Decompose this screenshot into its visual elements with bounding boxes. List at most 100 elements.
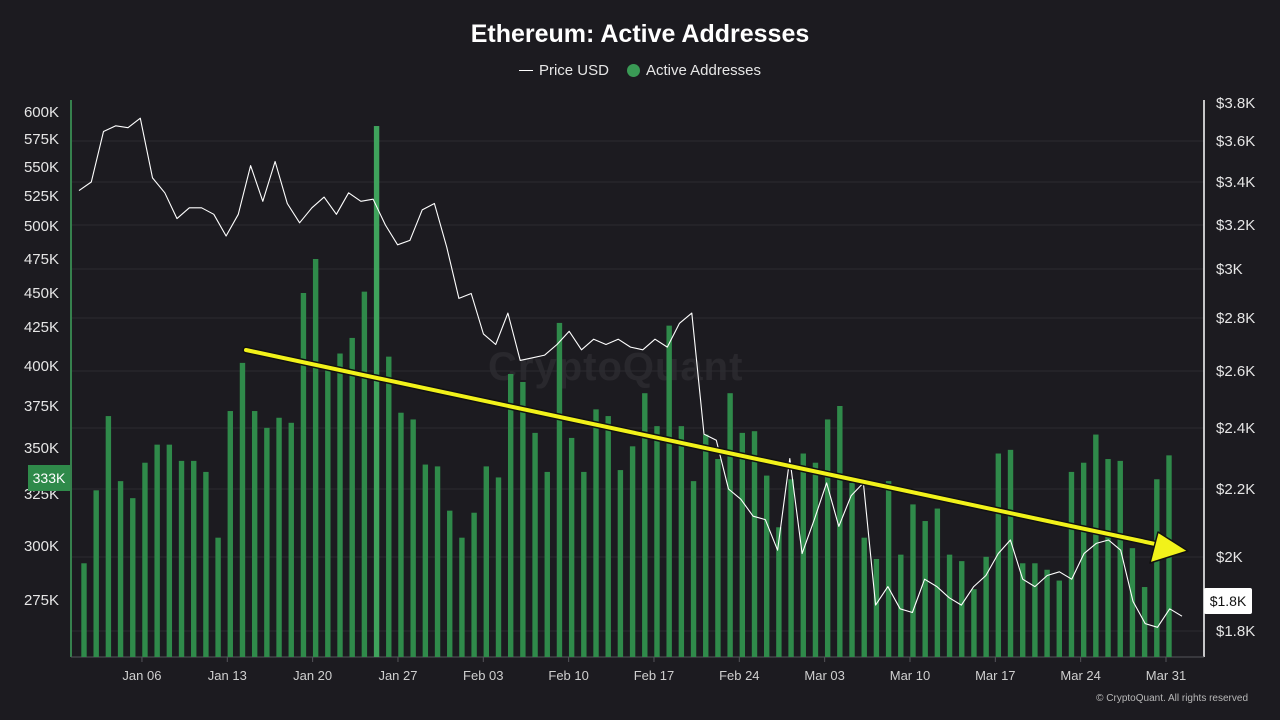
y-left-tick-label: 300K [24, 538, 59, 555]
x-tick-label: Jan 06 [122, 668, 161, 683]
current-price-badge: $1.8K [1204, 588, 1252, 614]
y-left-tick-label: 350K [24, 440, 59, 457]
y-left-tick-label: 475K [24, 251, 59, 268]
legend-dot-marker [626, 64, 640, 77]
y-right-tick-label: $1.8K [1216, 623, 1255, 640]
x-tick-label: Jan 20 [293, 668, 332, 683]
active-addresses-bar [885, 481, 892, 657]
y-left-tick-label: 500K [24, 218, 59, 235]
active-addresses-bar [361, 291, 368, 657]
trend-arrow-shaft [244, 348, 1168, 549]
active-addresses-bar [337, 353, 343, 657]
y-right-tick-label: $2.2K [1216, 481, 1255, 498]
active-addresses-bar [739, 432, 746, 657]
x-tick-label: Feb 24 [719, 668, 759, 683]
active-addresses-bar [922, 521, 928, 657]
active-addresses-bar [410, 419, 416, 657]
active-addresses-bar [959, 561, 965, 657]
y-right-tick-label: $2K [1216, 549, 1243, 566]
active-addresses-bar [849, 482, 855, 657]
y-right-tick-label: $2.4K [1216, 420, 1255, 437]
active-addresses-bar [239, 362, 246, 657]
current-active-addresses-badge: 333K [28, 465, 70, 491]
active-addresses-bar [776, 527, 782, 657]
active-addresses-bar [459, 537, 465, 657]
active-addresses-bar [1080, 462, 1087, 657]
active-addresses-bar [764, 475, 770, 657]
legend-line-marker [518, 70, 533, 71]
y-left-tick-label: 525K [24, 188, 59, 205]
active-addresses-bar [581, 471, 587, 657]
active-addresses-bar [227, 411, 233, 657]
active-addresses-bar [812, 462, 819, 657]
active-addresses-bar [678, 426, 685, 657]
active-addresses-bar [568, 437, 575, 657]
active-addresses-bar [349, 337, 355, 657]
active-addresses-bar [983, 556, 989, 657]
active-addresses-bar [1056, 580, 1062, 657]
active-addresses-bar [288, 422, 294, 657]
active-addresses-bar [544, 471, 550, 657]
active-addresses-bar [1068, 471, 1075, 657]
y-right-tick-label: $3.8K [1216, 95, 1255, 112]
active-addresses-bar [325, 369, 331, 657]
y-left-tick-label: 575K [24, 131, 59, 148]
active-addresses-bar [946, 554, 953, 657]
trend-arrow-head [1149, 531, 1189, 564]
x-tick-label: Mar 24 [1060, 668, 1100, 683]
active-addresses-bar [130, 498, 136, 657]
active-addresses-bar [495, 477, 502, 657]
active-addresses-bar [703, 434, 709, 657]
y-left-tick-label: 400K [24, 358, 59, 375]
active-addresses-bar [995, 453, 1002, 657]
active-addresses-bar [690, 481, 697, 657]
legend-item-active-addresses[interactable]: Active Addresses [626, 62, 761, 79]
active-addresses-bar [1007, 449, 1014, 657]
active-addresses-bar [203, 471, 209, 657]
active-addresses-bar [666, 325, 672, 657]
active-addresses-bar [507, 374, 514, 657]
active-addresses-bar [642, 393, 648, 657]
x-tick-label: Jan 27 [378, 668, 417, 683]
x-tick-label: Mar 10 [890, 668, 930, 683]
legend-item-price[interactable]: Price USD [518, 62, 609, 79]
active-addresses-bar [422, 464, 429, 657]
active-addresses-bar [386, 356, 392, 657]
legend-label-price: Price USD [538, 62, 609, 79]
active-addresses-bar [617, 470, 624, 657]
y-right-tick-label: $2.8K [1216, 310, 1255, 327]
price-usd-line [78, 117, 1183, 628]
y-left-tick-label: 425K [24, 319, 59, 336]
active-addresses-bar [837, 406, 843, 657]
active-addresses-bar [191, 460, 197, 657]
copyright-notice: © CryptoQuant. All rights reserved [1096, 693, 1248, 704]
active-addresses-bar [1105, 459, 1111, 657]
active-addresses-bar [166, 444, 173, 657]
active-addresses-bar [447, 510, 453, 657]
active-addresses-bar [788, 479, 794, 657]
active-addresses-bar [593, 409, 599, 657]
x-tick-label: Mar 17 [975, 668, 1015, 683]
active-addresses-bar [312, 259, 319, 657]
active-addresses-bar [81, 563, 87, 657]
active-addresses-bar [483, 466, 489, 657]
x-tick-label: Mar 03 [804, 668, 844, 683]
active-addresses-bar [873, 558, 880, 657]
active-addresses-bar [520, 382, 526, 657]
active-addresses-bar [532, 432, 538, 657]
y-left-tick-label: 600K [24, 104, 59, 121]
active-addresses-bar [471, 512, 477, 657]
active-addresses-bar [654, 426, 660, 657]
x-tick-label: Feb 17 [634, 668, 674, 683]
chart-title: Ethereum: Active Addresses [470, 20, 810, 48]
y-right-tick-label: $3K [1216, 261, 1243, 278]
y-left-tick-label: 375K [24, 398, 59, 415]
active-addresses-bar [1129, 548, 1136, 657]
y-left-tick-label: 275K [24, 592, 59, 609]
active-addresses-bar [264, 427, 270, 657]
active-addresses-bar [251, 411, 258, 657]
active-addresses-bar [1044, 569, 1050, 657]
active-addresses-bar [800, 453, 806, 657]
active-addresses-bar [1093, 434, 1099, 657]
